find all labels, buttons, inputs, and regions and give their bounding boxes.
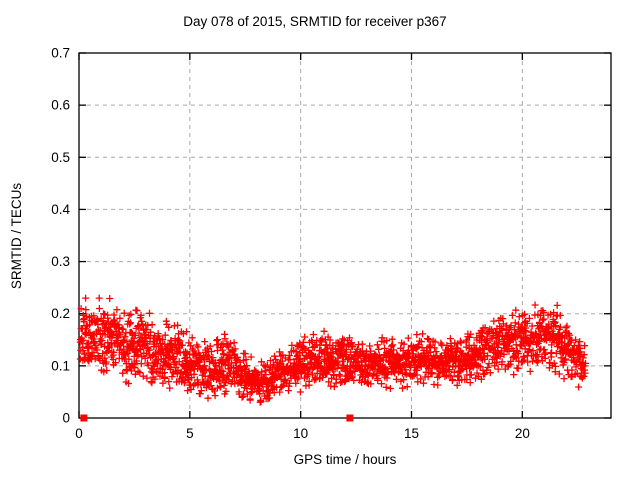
- y-tick-label: 0.5: [51, 150, 70, 165]
- y-tick-label: 0.3: [51, 254, 70, 269]
- y-axis-label: SRMTID / TECUs: [9, 183, 24, 290]
- y-tick-label: 0: [62, 411, 70, 426]
- y-tick-label: 0.1: [51, 358, 70, 373]
- data-points-layer: [76, 294, 589, 422]
- x-tick-label: 10: [293, 426, 308, 441]
- y-tick-label: 0.6: [51, 98, 70, 113]
- plot-border: [78, 52, 612, 419]
- x-axis-label: GPS time / hours: [294, 452, 397, 467]
- x-tick-label: 15: [404, 426, 419, 441]
- chart-title: Day 078 of 2015, SRMTID for receiver p36…: [183, 14, 446, 29]
- y-tick-label: 0.2: [51, 306, 70, 321]
- x-tick-label: 0: [75, 426, 83, 441]
- srmtid-point-cloud: [76, 294, 589, 406]
- axis-event-marker: [80, 414, 88, 422]
- axis-event-marker: [346, 414, 354, 422]
- tick-labels: 0 5 10 15 20 0 0.1 0.2 0.3 0.4 0.5 0.6 0.7: [51, 46, 530, 442]
- x-tick-label: 5: [186, 426, 194, 441]
- y-tick-label: 0.4: [51, 202, 70, 217]
- x-tick-label: 20: [515, 426, 530, 441]
- y-tick-label: 0.7: [51, 46, 70, 61]
